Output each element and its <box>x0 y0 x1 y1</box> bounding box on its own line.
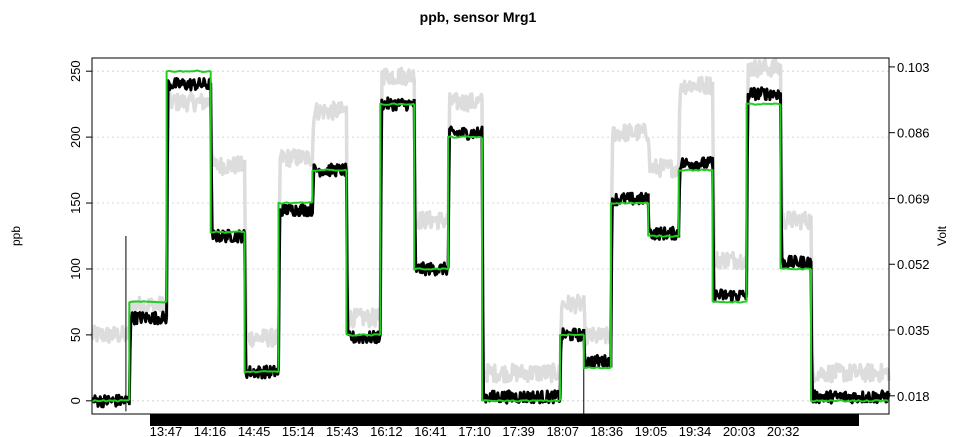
sensor-line-segment <box>209 82 247 244</box>
sensor-line-segment <box>412 99 449 277</box>
x-axis: 13:47 14:16 14:45 15:14 15:43 16:12 16:41 17:10… <box>150 424 800 437</box>
reference-line-segment <box>647 202 679 238</box>
sensor-line-segment <box>609 191 650 368</box>
volt-line-segment <box>558 293 586 376</box>
volt-line-segment <box>412 78 450 231</box>
volt-line-segment <box>744 57 783 256</box>
sensor-line-segment <box>646 193 681 241</box>
sensor-line-segment <box>243 231 280 380</box>
x-tick-label: 13:47 <box>150 424 183 437</box>
reference-line-segment <box>447 135 483 270</box>
time-axis-bar <box>150 414 859 426</box>
sensor-line-segment <box>745 86 782 296</box>
volt-line-segment <box>276 148 314 334</box>
sensor-line-segment <box>809 260 891 405</box>
left-tick-label: 50 <box>68 328 83 342</box>
volt-line-segment <box>809 215 891 384</box>
volt-line-segment <box>242 159 281 348</box>
reference-line-segment <box>711 169 747 304</box>
sensor-line-segment <box>127 310 169 406</box>
left-tick-label: 100 <box>68 258 83 280</box>
x-tick-label: 17:10 <box>458 424 491 437</box>
sensor-line-segment <box>446 125 484 270</box>
volt-line-segment <box>90 324 132 344</box>
right-tick-label: 0.103 <box>897 60 930 75</box>
volt-line-segment <box>446 92 484 224</box>
reference-line-segment <box>128 300 167 401</box>
x-tick-label: 15:43 <box>326 424 359 437</box>
left-tick-label: 0 <box>68 397 83 404</box>
x-tick-label: 16:12 <box>370 424 403 437</box>
sensor-line-segment <box>165 77 213 318</box>
left-y-axis: 0 50 100 150 200 250 <box>68 60 92 404</box>
x-tick-label: 18:07 <box>546 424 579 437</box>
reference-line-segment <box>745 102 781 302</box>
volt-line-segment <box>208 103 247 177</box>
reference-line-segment <box>810 268 890 403</box>
reference-line-segment <box>91 399 130 403</box>
reference-line-segment <box>582 334 612 370</box>
x-tick-label: 16:41 <box>414 424 447 437</box>
y-axis-title-left: ppb <box>9 226 23 246</box>
volt-line-segment <box>710 81 749 271</box>
volt-line-segment <box>378 66 416 322</box>
x-tick-label: 15:14 <box>282 424 315 437</box>
x-tick-label: 18:36 <box>591 424 624 437</box>
y-axis-title-right: Volt <box>935 225 949 246</box>
reference-line-segment <box>209 71 245 234</box>
sensor-line-segment <box>480 125 562 405</box>
volt-line-segment <box>127 295 169 335</box>
volt-line-segment <box>582 294 613 348</box>
volt-line-segment <box>164 91 213 308</box>
reference-series <box>91 69 890 403</box>
x-tick-label: 20:32 <box>767 424 800 437</box>
x-tick-label: 19:05 <box>635 424 668 437</box>
reference-line-segment <box>779 104 812 271</box>
right-tick-label: 0.018 <box>897 389 930 404</box>
volt-series <box>90 57 891 384</box>
sensor-line-segment <box>344 171 382 345</box>
reference-line-segment <box>345 169 381 337</box>
volt-line-segment <box>676 75 715 174</box>
right-tick-label: 0.035 <box>897 323 930 338</box>
sensor-line-segment <box>711 156 749 303</box>
left-tick-label: 250 <box>68 60 83 82</box>
volt-line-segment <box>646 137 681 179</box>
volt-line-segment <box>609 122 650 334</box>
reference-line-segment <box>311 168 347 203</box>
x-tick-label: 20:03 <box>723 424 756 437</box>
left-tick-label: 150 <box>68 192 83 214</box>
sensor-line-segment <box>378 96 416 337</box>
volt-line-segment <box>310 100 349 161</box>
volt-line-segment <box>344 105 382 329</box>
reference-line-segment <box>481 137 561 403</box>
right-y-axis: 0.018 0.035 0.052 0.069 0.086 0.103 <box>889 60 930 404</box>
x-tick-label: 17:39 <box>502 424 535 437</box>
sensor-line-segment <box>582 328 613 369</box>
right-tick-label: 0.069 <box>897 191 930 206</box>
reference-line-segment <box>559 333 584 401</box>
x-tick-label: 14:45 <box>238 424 271 437</box>
reference-line-segment <box>165 69 211 302</box>
reference-line-segment <box>379 102 415 335</box>
sensor-line-segment <box>277 202 314 372</box>
volt-line-segment <box>480 97 562 384</box>
x-tick-label: 19:34 <box>679 424 712 437</box>
x-tick-label: 14:16 <box>194 424 227 437</box>
reference-line-segment <box>243 231 279 374</box>
chart-title: ppb, sensor Mrg1 <box>420 9 537 25</box>
sensor-line-segment <box>779 92 813 270</box>
sensor-line-segment <box>558 327 586 400</box>
right-tick-label: 0.086 <box>897 126 930 141</box>
volt-line-segment <box>778 63 813 231</box>
reference-line-segment <box>413 103 449 271</box>
reference-line-segment <box>677 168 713 237</box>
reference-line-segment <box>609 201 649 368</box>
right-tick-label: 0.052 <box>897 257 930 272</box>
reference-line-segment <box>277 201 313 373</box>
left-tick-label: 200 <box>68 126 83 148</box>
